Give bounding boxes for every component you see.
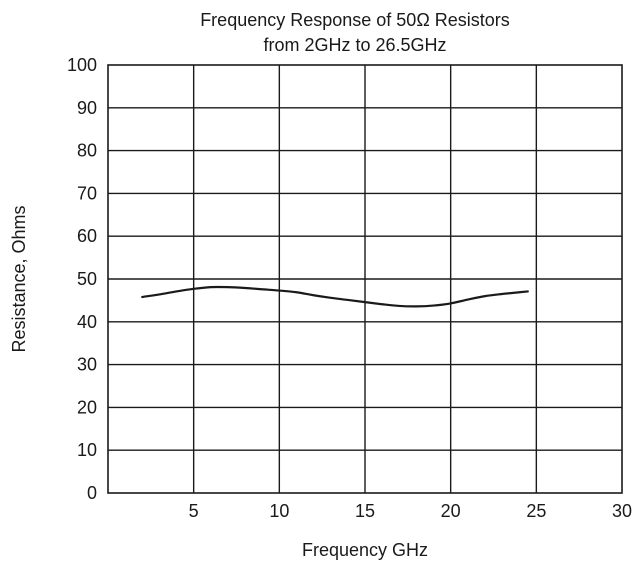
y-tick-label: 60 — [77, 226, 97, 246]
x-tick-label: 5 — [189, 501, 199, 521]
x-tick-label: 15 — [355, 501, 375, 521]
x-tick-label: 10 — [269, 501, 289, 521]
y-axis-label: Resistance, Ohms — [9, 205, 29, 352]
y-tick-label: 30 — [77, 355, 97, 375]
x-tick-label: 30 — [612, 501, 632, 521]
chart-title-line-1: Frequency Response of 50Ω Resistors — [200, 10, 510, 30]
y-tick-labels: 0 10 20 30 40 50 60 70 80 90 100 — [67, 55, 97, 503]
y-tick-label: 90 — [77, 98, 97, 118]
y-tick-label: 100 — [67, 55, 97, 75]
x-axis-label: Frequency GHz — [302, 540, 428, 560]
y-tick-label: 50 — [77, 269, 97, 289]
y-tick-label: 40 — [77, 312, 97, 332]
plot-frame — [107, 64, 623, 494]
y-tick-label: 70 — [77, 183, 97, 203]
y-tick-label: 0 — [87, 483, 97, 503]
x-tick-labels: 5 10 15 20 25 30 — [189, 501, 632, 521]
grid — [108, 65, 622, 493]
x-tick-label: 20 — [441, 501, 461, 521]
series-line — [141, 285, 529, 308]
x-tick-label: 25 — [526, 501, 546, 521]
y-tick-label: 20 — [77, 397, 97, 417]
y-tick-label: 10 — [77, 440, 97, 460]
y-tick-label: 80 — [77, 141, 97, 161]
chart-title-line-2: from 2GHz to 26.5GHz — [263, 35, 446, 55]
